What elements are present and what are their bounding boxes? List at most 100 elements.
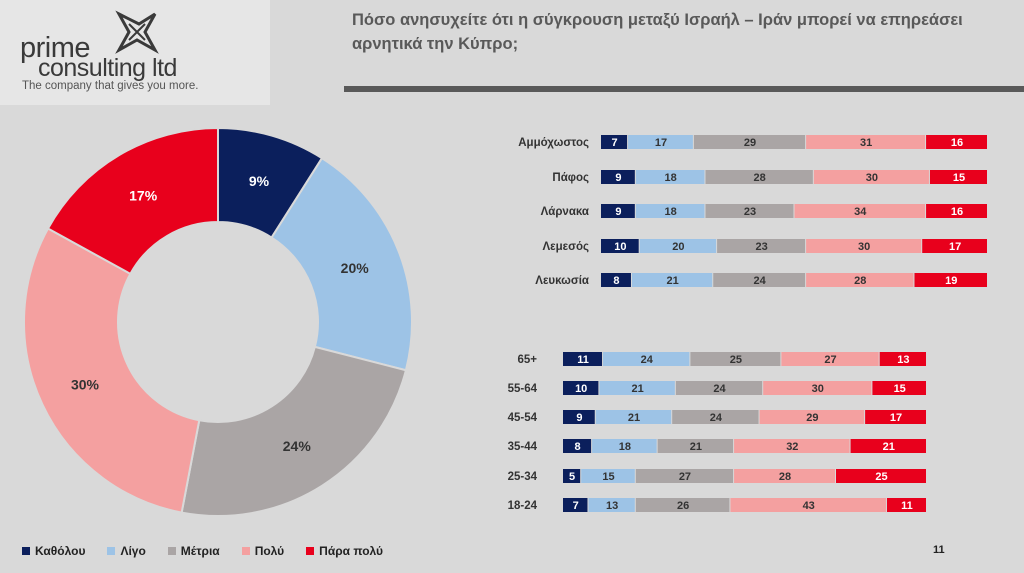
bar-segment — [879, 352, 926, 366]
company-logo: prime consulting ltd The company that gi… — [0, 0, 270, 105]
bar-segment — [592, 439, 657, 453]
bar-segment — [563, 381, 599, 395]
bar-segment — [563, 352, 603, 366]
bar-segment — [639, 239, 717, 253]
bar-segment — [563, 469, 581, 483]
bar-segment-label: 21 — [690, 441, 702, 453]
bar-segment-label: 24 — [641, 354, 654, 366]
donut-slice — [46, 126, 219, 276]
bar-segment — [705, 204, 794, 218]
bar-segment-label: 25 — [875, 471, 887, 483]
bar-segment-label: 21 — [628, 412, 640, 424]
legend-swatch — [22, 547, 30, 555]
bar-segment — [601, 204, 635, 218]
legend-swatch — [107, 547, 116, 555]
legend-label: Μέτρια — [180, 544, 220, 558]
bar-segment-label: 16 — [951, 137, 963, 149]
bar-segment — [886, 498, 926, 512]
bar-segment-label: 11 — [577, 354, 589, 366]
bar-segment-label: 31 — [860, 137, 872, 149]
bar-category-label: Αμμόχωστος — [518, 137, 589, 149]
bar-segment-label: 23 — [744, 206, 756, 218]
bar-segment-label: 21 — [631, 383, 643, 395]
bar-segment-label: 21 — [666, 275, 678, 287]
bar-category-label: Λάρνακα — [541, 206, 589, 218]
bar-segment — [850, 439, 926, 453]
bar-segment — [865, 410, 926, 424]
bar-segment — [563, 410, 595, 424]
bar-segment — [693, 135, 806, 149]
bar-segment-label: 30 — [866, 172, 878, 184]
bar-segment — [872, 381, 926, 395]
bar-segment — [690, 352, 781, 366]
bar-segment-label: 17 — [949, 241, 961, 253]
legend-item-poly: Πολύ — [241, 544, 285, 558]
bar-segment — [781, 352, 879, 366]
bar-segment — [759, 410, 865, 424]
bar-segment — [635, 469, 734, 483]
bar-segment-label: 21 — [883, 441, 895, 453]
bar-segment — [581, 469, 635, 483]
bar-segment-label: 15 — [894, 383, 906, 395]
bar-segment — [563, 498, 588, 512]
bar-segment — [794, 204, 926, 218]
bar-segment-label: 34 — [854, 206, 867, 218]
legend-label: Πολύ — [254, 544, 285, 558]
logo-tagline: The company that gives you more. — [22, 80, 199, 92]
bar-category-label: 65+ — [517, 354, 537, 366]
bar-segment — [836, 469, 926, 483]
legend-swatch — [306, 547, 315, 555]
bar-segment — [563, 439, 592, 453]
bar-segment — [635, 498, 730, 512]
bar-segment — [734, 469, 835, 483]
legend-label: Πάρα πολύ — [319, 544, 384, 558]
bar-segment — [806, 135, 926, 149]
bar-segment — [914, 273, 987, 287]
bar-category-label: 35-44 — [508, 441, 538, 453]
slide-title: Πόσο ανησυχείτε ότι η σύγκρουση μεταξύ Ι… — [352, 11, 963, 53]
bar-segment-label: 28 — [854, 275, 866, 287]
bar-segment-label: 13 — [897, 354, 909, 366]
logo-text-consulting: consulting ltd — [38, 54, 177, 82]
bar-segment-label: 30 — [812, 383, 824, 395]
bar-segment — [603, 352, 690, 366]
bar-segment — [926, 204, 987, 218]
bar-segment-label: 23 — [755, 241, 767, 253]
bar-segment-label: 27 — [679, 471, 691, 483]
donut-slice-label: 9% — [249, 173, 270, 189]
legend-item-metria: Μέτρια — [167, 544, 220, 558]
donut-slice-label: 17% — [129, 187, 158, 203]
bar-segment-label: 30 — [858, 241, 870, 253]
bar-segment-label: 8 — [574, 441, 580, 453]
bar-segment-label: 9 — [615, 206, 621, 218]
bar-segment-label: 10 — [614, 241, 626, 253]
legend-label: Λίγο — [120, 544, 146, 558]
bar-segment-label: 24 — [713, 383, 726, 395]
bar-segment — [813, 170, 929, 184]
bar-segment-label: 11 — [901, 500, 913, 512]
bar-segment-label: 17 — [655, 137, 667, 149]
bar-segment — [922, 239, 987, 253]
bar-segment-label: 15 — [602, 471, 614, 483]
bar-category-label: Πάφος — [552, 172, 589, 184]
legend-label: Καθόλου — [35, 544, 86, 558]
legend-swatch — [241, 547, 250, 555]
bar-segment-label: 15 — [953, 172, 965, 184]
bar-segment-label: 16 — [951, 206, 963, 218]
bar-segment-label: 18 — [665, 172, 677, 184]
bar-segment-label: 8 — [613, 275, 619, 287]
legend-item-ligo: Λίγο — [107, 544, 146, 558]
bar-segment-label: 27 — [824, 354, 836, 366]
bar-segment — [926, 135, 987, 149]
bar-segment — [675, 381, 763, 395]
bar-segment-label: 18 — [619, 441, 631, 453]
bar-segment — [730, 498, 886, 512]
bar-segment-label: 20 — [672, 241, 684, 253]
logo-text-prime: prime — [20, 32, 91, 64]
bar-segment-label: 19 — [945, 275, 957, 287]
legend-item-para-poly: Πάρα πολύ — [306, 544, 383, 558]
bar-segment — [635, 170, 705, 184]
bar-segment-label: 29 — [744, 137, 756, 149]
bar-segment-label: 28 — [779, 471, 791, 483]
